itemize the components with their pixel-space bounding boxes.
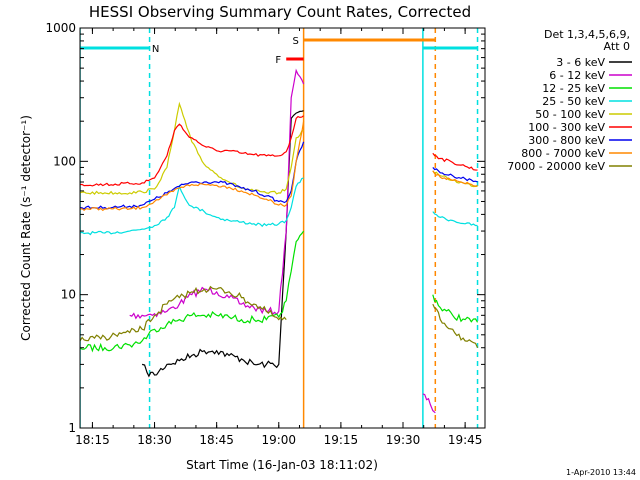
y-axis-label: Corrected Count Rate (s⁻¹ detector⁻¹) [19,115,33,341]
series-4 [80,101,478,195]
series-line-2 [80,230,305,353]
attenuator-bars: N FS [80,36,478,66]
y-tick-label-0: 1 [68,421,76,435]
series-line-1 [422,393,436,414]
footer-timestamp: 1-Apr-2010 13:44 [566,468,636,477]
legend-label-0: 3 - 6 keV [556,56,605,69]
series-line-6 [80,141,305,210]
legend-label-7: 800 - 7000 keV [521,147,605,160]
legend-label-4: 50 - 100 keV [535,108,605,121]
series-2 [80,230,479,353]
series-line-5 [432,152,478,171]
series-line-8 [432,303,479,348]
y-tick-label-2: 100 [53,154,76,168]
x-axis-label: Start Time (16-Jan-03 18:11:02) [186,458,378,472]
plot-frame [79,27,486,429]
series-3 [80,177,478,236]
x-tick-label-3: 19:00 [261,433,296,447]
x-tick-label-2: 18:45 [199,433,234,447]
attenuator-label-3: S [292,36,298,47]
legend-header-1: Att 0 [604,40,630,53]
legend-label-1: 6 - 12 keV [549,69,605,82]
x-axis-ticks: 18:15 18:30 18:45 19:00 19:15 19:30 19:45 [75,28,482,447]
series-lines [80,68,479,414]
chart-title: HESSI Observing Summary Count Rates, Cor… [89,3,471,21]
x-tick-label-1: 18:30 [137,433,172,447]
legend-label-3: 25 - 50 keV [542,95,605,108]
x-tick-label-5: 19:30 [386,433,421,447]
vertical-markers [80,28,479,428]
series-line-1 [129,68,305,320]
x-tick-label-0: 18:15 [75,433,110,447]
series-8 [80,285,479,348]
series-line-3 [80,177,304,236]
legend-label-8: 7000 - 20000 keV [507,160,605,173]
attenuator-label-0: N [152,44,159,55]
attenuator-label-2: F [275,55,281,66]
x-tick-label-6: 19:45 [448,433,483,447]
series-line-0 [141,110,304,378]
series-line-7 [80,121,305,212]
y-tick-label-1: 10 [61,288,76,302]
legend-label-6: 300 - 800 keV [528,134,605,147]
series-line-4 [80,101,304,195]
y-tick-label-3: 1000 [45,21,76,35]
series-5 [80,115,478,187]
series-line-7 [432,170,478,187]
series-line-8 [80,285,287,342]
series-line-6 [432,167,478,183]
legend-label-5: 100 - 300 keV [528,121,605,134]
series-0 [141,110,304,378]
series-line-3 [432,211,478,227]
series-line-2 [432,294,479,323]
series-line-5 [80,115,304,187]
legend-label-2: 12 - 25 keV [542,82,605,95]
series-6 [80,141,478,210]
x-tick-label-4: 19:15 [324,433,359,447]
series-7 [80,121,478,212]
legend-header-0: Det 1,3,4,5,6,9, [544,28,630,41]
y-axis-ticks: 1 10 100 1000 [45,21,485,435]
